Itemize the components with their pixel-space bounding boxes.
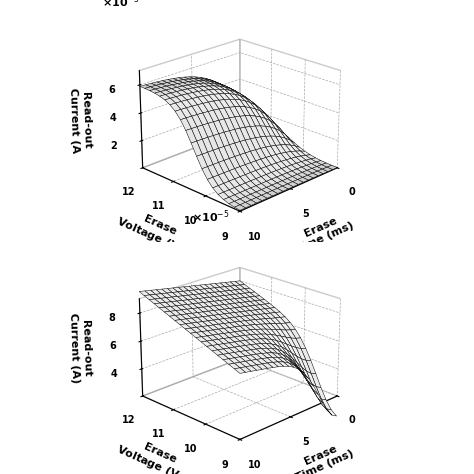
Text: ×10$^{-5}$: ×10$^{-5}$ — [102, 0, 140, 10]
Y-axis label: Erase
Voltage (V$_{CG}$): Erase Voltage (V$_{CG}$) — [114, 431, 201, 474]
Y-axis label: Erase
Voltage (V$_{CG}$): Erase Voltage (V$_{CG}$) — [114, 203, 201, 261]
Text: ×10$^{-5}$: ×10$^{-5}$ — [192, 209, 230, 225]
X-axis label: Erase
Time (ms): Erase Time (ms) — [290, 438, 356, 474]
X-axis label: Erase
Time (ms): Erase Time (ms) — [290, 210, 356, 255]
